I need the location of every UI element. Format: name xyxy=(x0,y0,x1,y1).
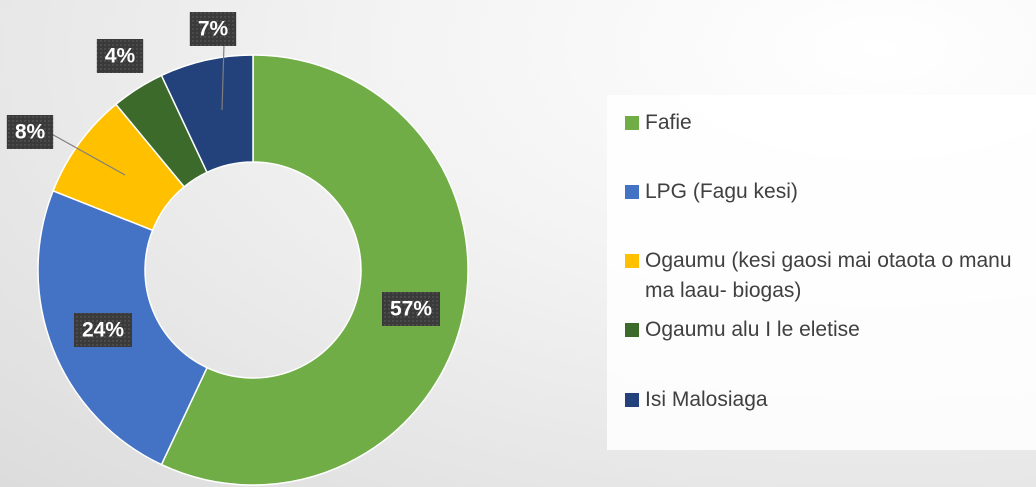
legend-swatch xyxy=(625,323,639,337)
label-box xyxy=(96,39,144,73)
legend-label: Ogaumu alu I le eletise xyxy=(645,318,860,341)
legend-swatch xyxy=(625,254,639,268)
leader-line xyxy=(47,131,126,176)
legend-label: Ogaumu (kesi gaosi mai otaota o manu ma … xyxy=(645,249,1012,302)
legend-item: Ogaumu (kesi gaosi mai otaota o manu ma … xyxy=(625,246,1025,306)
donut-slice xyxy=(160,54,254,174)
legend-swatch xyxy=(625,393,639,407)
legend-label: Isi Malosiaga xyxy=(645,388,768,411)
legend-label: Fafie xyxy=(645,111,692,134)
label-box xyxy=(189,12,237,46)
label-box xyxy=(6,115,54,149)
leader-line xyxy=(221,43,225,111)
legend-item: Isi Malosiaga xyxy=(625,385,1025,415)
data-label: 57% xyxy=(390,298,432,321)
label-box xyxy=(381,292,441,326)
donut-slice xyxy=(160,54,469,486)
legend-item: Ogaumu alu I le eletise xyxy=(625,315,1025,345)
data-label: 7% xyxy=(198,18,229,41)
label-box xyxy=(73,313,133,347)
legend-item: Fafie xyxy=(625,108,1025,138)
legend-item: LPG (Fagu kesi) xyxy=(625,177,1025,207)
data-label: 4% xyxy=(105,45,136,68)
legend-swatch xyxy=(625,116,639,130)
data-label: 24% xyxy=(82,319,124,342)
data-label: 8% xyxy=(15,121,46,144)
legend-label: LPG (Fagu kesi) xyxy=(645,180,798,203)
legend-swatch xyxy=(625,185,639,199)
legend: Fafie LPG (Fagu kesi) Ogaumu (kesi gaosi m… xyxy=(607,95,1036,450)
